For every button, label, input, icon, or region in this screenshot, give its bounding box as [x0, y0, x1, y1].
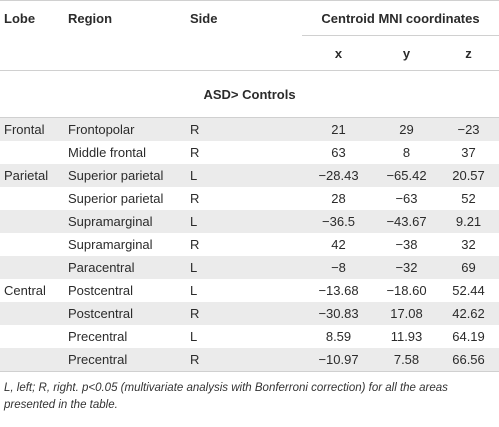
- group-label: ASD> Controls: [0, 70, 499, 118]
- header-side: Side: [186, 0, 302, 36]
- cell-x: 28: [302, 187, 375, 210]
- cell-side: R: [186, 187, 302, 210]
- table-row: Superior parietal R 28 −63 52: [0, 187, 499, 210]
- cell-lobe: [0, 187, 64, 210]
- cell-z: 52: [438, 187, 499, 210]
- table-row: Supramarginal L −36.5 −43.67 9.21: [0, 210, 499, 233]
- cell-z: 52.44: [438, 279, 499, 302]
- cell-region: Middle frontal: [64, 141, 186, 164]
- cell-region: Precentral: [64, 348, 186, 372]
- cell-region: Precentral: [64, 325, 186, 348]
- cell-region: Paracentral: [64, 256, 186, 279]
- cell-y: 8: [375, 141, 438, 164]
- table-row: Supramarginal R 42 −38 32: [0, 233, 499, 256]
- table-row: Middle frontal R 63 8 37: [0, 141, 499, 164]
- cell-y: 17.08: [375, 302, 438, 325]
- cell-x: 42: [302, 233, 375, 256]
- cell-y: −32: [375, 256, 438, 279]
- cell-side: L: [186, 256, 302, 279]
- cell-region: Postcentral: [64, 302, 186, 325]
- cell-z: 9.21: [438, 210, 499, 233]
- cell-x: −28.43: [302, 164, 375, 187]
- cell-side: L: [186, 279, 302, 302]
- results-table-container: Lobe Region Side Centroid MNI coordinate…: [0, 0, 499, 372]
- cell-side: R: [186, 141, 302, 164]
- table-row: Precentral R −10.97 7.58 66.56: [0, 348, 499, 372]
- cell-z: 37: [438, 141, 499, 164]
- header-spacer: [186, 36, 302, 71]
- cell-x: −13.68: [302, 279, 375, 302]
- cell-side: R: [186, 302, 302, 325]
- cell-lobe: [0, 141, 64, 164]
- cell-y: 29: [375, 117, 438, 141]
- cell-lobe: [0, 256, 64, 279]
- cell-lobe: Parietal: [0, 164, 64, 187]
- cell-y: 11.93: [375, 325, 438, 348]
- cell-side: L: [186, 210, 302, 233]
- cell-x: 8.59: [302, 325, 375, 348]
- table-row: Postcentral R −30.83 17.08 42.62: [0, 302, 499, 325]
- cell-z: −23: [438, 117, 499, 141]
- cell-x: 63: [302, 141, 375, 164]
- header-region: Region: [64, 0, 186, 36]
- cell-z: 64.19: [438, 325, 499, 348]
- cell-y: −18.60: [375, 279, 438, 302]
- cell-side: R: [186, 233, 302, 256]
- cell-region: Supramarginal: [64, 210, 186, 233]
- header-spacer: [64, 36, 186, 71]
- table-footnote: L, left; R, right. p<0.05 (multivariate …: [4, 382, 448, 411]
- cell-lobe: [0, 348, 64, 372]
- cell-side: L: [186, 325, 302, 348]
- cell-lobe: [0, 210, 64, 233]
- cell-y: 7.58: [375, 348, 438, 372]
- cell-y: −65.42: [375, 164, 438, 187]
- cell-lobe: [0, 302, 64, 325]
- cell-x: −10.97: [302, 348, 375, 372]
- cell-lobe: Central: [0, 279, 64, 302]
- cell-lobe: Frontal: [0, 117, 64, 141]
- cell-side: L: [186, 164, 302, 187]
- cell-z: 69: [438, 256, 499, 279]
- cell-side: R: [186, 348, 302, 372]
- table-row: Parietal Superior parietal L −28.43 −65.42 20…: [0, 164, 499, 187]
- cell-x: −30.83: [302, 302, 375, 325]
- header-y: y: [375, 35, 438, 71]
- cell-region: Frontopolar: [64, 117, 186, 141]
- cell-region: Postcentral: [64, 279, 186, 302]
- header-centroid: Centroid MNI coordinates: [302, 0, 499, 36]
- table-header: Lobe Region Side Centroid MNI coordinate…: [0, 0, 499, 71]
- table-row: Paracentral L −8 −32 69: [0, 256, 499, 279]
- cell-lobe: [0, 233, 64, 256]
- cell-z: 32: [438, 233, 499, 256]
- mni-coordinates-table: Lobe Region Side Centroid MNI coordinate…: [0, 0, 499, 372]
- cell-lobe: [0, 325, 64, 348]
- table-body: ASD> Controls Frontal Frontopolar R 21 29 −23…: [0, 70, 499, 372]
- cell-x: 21: [302, 117, 375, 141]
- cell-side: R: [186, 117, 302, 141]
- cell-x: −8: [302, 256, 375, 279]
- header-z: z: [438, 35, 499, 71]
- cell-y: −63: [375, 187, 438, 210]
- cell-y: −38: [375, 233, 438, 256]
- header-lobe: Lobe: [0, 0, 64, 36]
- cell-z: 66.56: [438, 348, 499, 372]
- table-row: Central Postcentral L −13.68 −18.60 52.44: [0, 279, 499, 302]
- cell-z: 42.62: [438, 302, 499, 325]
- cell-region: Supramarginal: [64, 233, 186, 256]
- cell-y: −43.67: [375, 210, 438, 233]
- table-row: Frontal Frontopolar R 21 29 −23: [0, 117, 499, 141]
- table-row: Precentral L 8.59 11.93 64.19: [0, 325, 499, 348]
- cell-z: 20.57: [438, 164, 499, 187]
- cell-region: Superior parietal: [64, 187, 186, 210]
- header-x: x: [302, 35, 375, 71]
- cell-x: −36.5: [302, 210, 375, 233]
- cell-region: Superior parietal: [64, 164, 186, 187]
- header-spacer: [0, 36, 64, 71]
